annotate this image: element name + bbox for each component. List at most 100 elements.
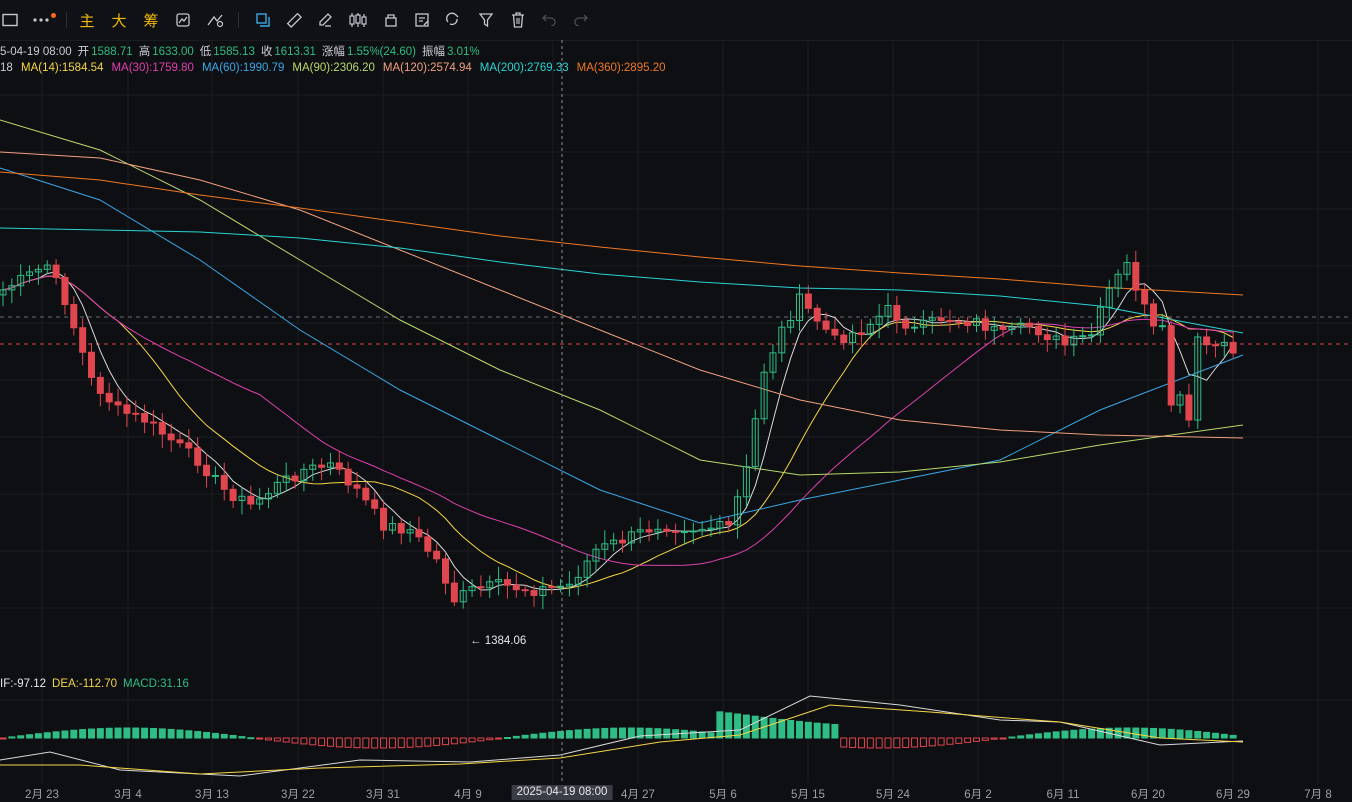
- macd-legend: IF:-97.12 DEA:-112.70 MACD:31.16: [0, 678, 195, 690]
- x-tick-label: 4月 9: [454, 786, 482, 802]
- note-icon[interactable]: [411, 8, 433, 32]
- x-tick-label: 6月 11: [1046, 786, 1079, 802]
- candle-body: [71, 305, 77, 328]
- amplitude-label: 振幅: [422, 46, 445, 58]
- macd-histogram-bar: [805, 722, 811, 738]
- candle-body: [938, 318, 944, 321]
- chart-grid: [0, 40, 1352, 783]
- chip-distribution-button[interactable]: 筹: [140, 8, 162, 32]
- macd-histogram-bar: [248, 738, 254, 739]
- candle-body: [443, 559, 449, 583]
- candle-body: [434, 551, 440, 559]
- main-indicator-button[interactable]: 主: [76, 8, 98, 32]
- candle-body: [832, 329, 838, 335]
- candlesticks: [0, 251, 1236, 609]
- x-tick-label: 3月 13: [195, 786, 229, 802]
- macd-histogram-bar: [168, 729, 174, 738]
- candle-body: [336, 463, 342, 469]
- low-price-marker: ← 1384.06: [470, 635, 526, 647]
- macd-histogram-bar: [1221, 734, 1227, 738]
- layers-icon[interactable]: [252, 8, 274, 32]
- candle-body: [558, 586, 564, 587]
- macd-histogram-bar: [1035, 734, 1041, 738]
- more-icon[interactable]: [30, 8, 52, 32]
- x-tick-label: 5月 6: [709, 786, 737, 802]
- big-order-button[interactable]: 大: [108, 8, 130, 32]
- macd-histogram-bar: [867, 738, 873, 748]
- macd-histogram-bar: [717, 712, 723, 738]
- macd-histogram-bar: [690, 731, 696, 738]
- candle-body: [1080, 336, 1086, 337]
- indicator-settings-icon[interactable]: [172, 8, 194, 32]
- macd-histogram-bar: [885, 738, 891, 748]
- macd-histogram-bar: [593, 729, 599, 738]
- macd-histogram-bar: [575, 730, 581, 738]
- macd-histogram-bar: [266, 738, 272, 740]
- macd-histogram-bar: [1168, 729, 1174, 738]
- macd-histogram-bar: [956, 738, 962, 743]
- macd-histogram-bar: [80, 730, 86, 738]
- macd-histogram-bar: [389, 738, 395, 748]
- candle-body: [690, 531, 696, 532]
- macd-histogram-bar: [566, 731, 572, 738]
- macd-histogram-bar: [903, 738, 909, 747]
- candle-body: [319, 465, 325, 467]
- candle-body: [80, 328, 86, 353]
- macd-histogram-bar: [230, 735, 236, 738]
- redo-icon[interactable]: [570, 8, 592, 32]
- macd-histogram-bar: [106, 728, 112, 738]
- candle-body: [425, 537, 431, 551]
- candle-body: [841, 335, 847, 342]
- macd-histogram-bar: [1089, 729, 1095, 738]
- macd-histogram-bar: [549, 732, 555, 738]
- macd-histogram-bar: [204, 732, 210, 738]
- macd-histogram-bar: [929, 738, 935, 746]
- macd-histogram-bar: [894, 738, 900, 748]
- macd-histogram-bar: [443, 738, 449, 745]
- draw-settings-icon[interactable]: [204, 8, 226, 32]
- macd-histogram-bar: [460, 738, 466, 743]
- macd-histogram-bar: [1009, 737, 1015, 738]
- macd-panel: [0, 696, 1243, 776]
- macd-histogram-bar: [221, 734, 227, 738]
- macd-histogram-bar: [522, 735, 528, 738]
- macd-histogram-bar: [327, 738, 333, 746]
- candle-body: [97, 377, 103, 393]
- x-tick-label: 7月 8: [1304, 786, 1332, 802]
- candle-body: [230, 489, 236, 500]
- macd-histogram-bar: [336, 738, 342, 747]
- macd-histogram-bar: [97, 729, 103, 738]
- change-value: 1.55%(24.60): [347, 46, 416, 58]
- macd-histogram-bar: [301, 738, 307, 744]
- undo-icon[interactable]: [538, 8, 560, 32]
- candle-type-icon[interactable]: [346, 8, 370, 32]
- candle-body: [1159, 326, 1165, 327]
- ma-30-label: MA(30):1759.80: [111, 62, 193, 74]
- candle-body: [965, 322, 971, 326]
- macd-histogram-bar: [841, 738, 847, 747]
- trash-icon[interactable]: [507, 8, 529, 32]
- open-value: 1588.71: [91, 46, 133, 58]
- macd-histogram-bar: [159, 729, 165, 738]
- ma-120-label: MA(120):2574.94: [383, 62, 472, 74]
- macd-histogram-bar: [735, 714, 741, 738]
- window-icon[interactable]: [0, 8, 20, 32]
- candle-body: [1133, 263, 1139, 291]
- ma-90-label: MA(90):2306.20: [292, 62, 374, 74]
- ruler-icon[interactable]: [283, 8, 305, 32]
- ma-14-label: MA(14):1584.54: [21, 62, 103, 74]
- candle-body: [416, 530, 422, 537]
- price-chart[interactable]: [0, 40, 1352, 783]
- macd-histogram-bar: [274, 738, 280, 741]
- magnet-icon[interactable]: [442, 8, 464, 32]
- candle-body: [620, 540, 626, 543]
- macd-histogram-bar: [920, 738, 926, 746]
- candle-body: [159, 423, 165, 434]
- candle-body: [522, 590, 528, 591]
- macd-histogram-bar: [1133, 728, 1139, 738]
- macd-histogram-bar: [726, 713, 732, 738]
- pen-icon[interactable]: [314, 8, 336, 32]
- x-tick-label: 4月 27: [621, 786, 655, 802]
- filter-icon[interactable]: [475, 8, 497, 32]
- lock-icon[interactable]: [380, 8, 402, 32]
